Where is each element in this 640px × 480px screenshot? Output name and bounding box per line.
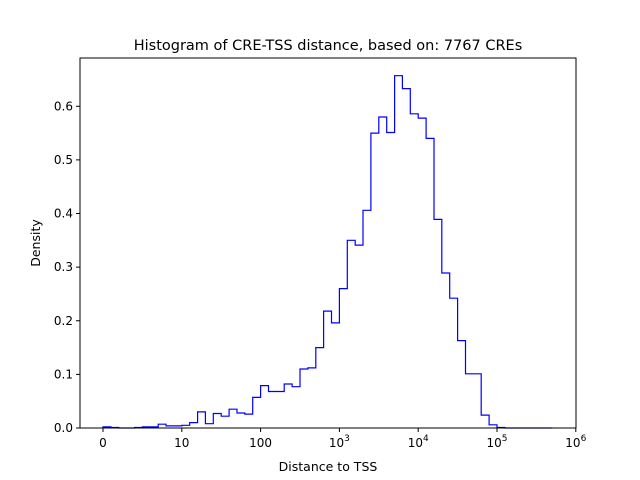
x-axis-label: Distance to TSS	[279, 459, 378, 474]
x-tick-label: 104	[408, 434, 429, 450]
x-tick-label: 103	[329, 434, 350, 450]
y-tick-label: 0.5	[54, 153, 73, 167]
x-axis-ticks: 0 10 100 103 104 105 106	[99, 428, 587, 450]
y-tick-label: 0.0	[54, 421, 73, 435]
y-tick-label: 0.1	[54, 367, 73, 381]
histogram-step-line	[102, 75, 553, 429]
y-axis-label: Density	[28, 219, 43, 267]
x-tick-label: 0	[99, 436, 107, 450]
y-tick-label: 0.3	[54, 260, 73, 274]
y-axis-ticks: 0.0 0.1 0.2 0.3 0.4 0.5 0.6	[54, 99, 80, 435]
plot-frame	[79, 57, 577, 429]
x-tick-label: 105	[486, 434, 507, 450]
y-tick-label: 0.6	[54, 99, 73, 113]
x-tick-label: 100	[249, 436, 272, 450]
y-tick-label: 0.2	[54, 314, 73, 328]
x-tick-label: 106	[565, 434, 586, 450]
chart-title: Histogram of CRE-TSS distance, based on:…	[134, 38, 523, 54]
y-tick-label: 0.4	[54, 207, 73, 221]
x-tick-label: 10	[174, 436, 189, 450]
